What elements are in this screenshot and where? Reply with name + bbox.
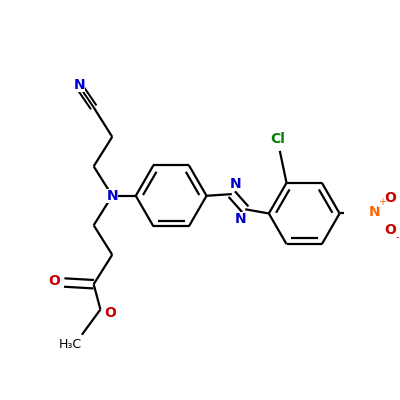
Text: -: -	[395, 232, 398, 242]
Text: N: N	[74, 78, 85, 92]
Text: O: O	[384, 191, 396, 205]
Text: N: N	[235, 212, 247, 226]
Text: H₃C: H₃C	[58, 338, 82, 351]
Text: Cl: Cl	[271, 132, 286, 146]
Text: O: O	[384, 223, 396, 237]
Text: N: N	[230, 177, 242, 191]
Text: +: +	[378, 197, 386, 207]
Text: O: O	[104, 306, 116, 320]
Text: N: N	[369, 205, 381, 219]
Text: N: N	[106, 189, 118, 203]
Text: O: O	[48, 274, 60, 288]
